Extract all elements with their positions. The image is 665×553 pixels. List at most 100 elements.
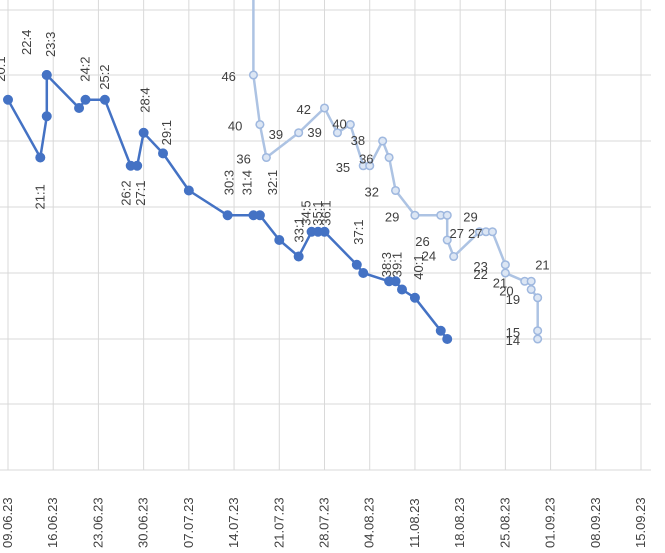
x-tick-label: 23.06.23 xyxy=(90,497,105,548)
data-point xyxy=(274,235,285,245)
x-tick-label: 21.07.23 xyxy=(271,497,286,548)
data-point xyxy=(409,292,420,303)
data-label: 19 xyxy=(506,292,520,307)
data-point xyxy=(500,268,510,278)
x-tick-label: 15.09.23 xyxy=(633,497,648,548)
series-layer xyxy=(3,0,543,344)
x-tick-label: 07.07.23 xyxy=(181,497,196,548)
data-point xyxy=(390,276,401,287)
data-label: 40 xyxy=(332,117,346,132)
data-label: 38:3 xyxy=(379,252,394,277)
data-label: 46 xyxy=(221,69,235,84)
x-tick-label: 28.07.23 xyxy=(317,497,332,548)
data-point xyxy=(3,94,13,105)
data-point xyxy=(526,276,536,286)
data-label: 23:3 xyxy=(43,32,58,57)
data-label: 20:1 xyxy=(0,56,8,81)
x-tick-label: 16.06.23 xyxy=(45,497,60,548)
data-point xyxy=(248,70,258,80)
data-point xyxy=(410,210,420,220)
data-point xyxy=(487,227,497,237)
data-label: 23 xyxy=(473,259,487,274)
x-tick-label: 08.09.23 xyxy=(588,497,603,548)
data-point xyxy=(319,226,330,237)
data-point xyxy=(319,103,330,113)
data-point xyxy=(442,210,452,220)
data-label: 35 xyxy=(336,160,350,175)
data-label: 34:5 xyxy=(299,200,314,225)
data-point xyxy=(254,210,265,221)
data-label: 22:4 xyxy=(19,30,34,55)
data-label: 36:1 xyxy=(319,200,334,225)
data-point xyxy=(384,152,394,163)
data-point xyxy=(35,152,46,163)
data-label: 22 xyxy=(473,267,487,282)
data-label: 20 xyxy=(499,284,513,299)
data-point xyxy=(345,119,355,130)
x-tick-labels: 09.06.23 16.06.23 23.06.23 30.06.23 07.07.23… xyxy=(0,497,648,548)
x-tick-label: 11.08.23 xyxy=(407,498,422,548)
data-label: 30:3 xyxy=(222,170,237,195)
data-point xyxy=(183,185,194,196)
data-point xyxy=(132,160,143,171)
data-point xyxy=(222,210,233,221)
grid-lines xyxy=(0,0,651,471)
data-point xyxy=(261,152,271,163)
data-point xyxy=(255,119,265,130)
data-point xyxy=(358,268,369,278)
data-label: 29 xyxy=(463,209,477,224)
data-label: 38 xyxy=(351,133,365,148)
data-label: 15 xyxy=(506,325,520,340)
data-label: 36 xyxy=(236,152,250,167)
data-point xyxy=(74,103,85,113)
x-tick-label: 14.07.23 xyxy=(226,497,241,548)
data-label: 40 xyxy=(228,119,242,134)
data-label: 39 xyxy=(269,127,283,142)
data-point xyxy=(533,293,543,303)
data-label: 29:1 xyxy=(159,120,174,145)
data-label: 29 xyxy=(385,209,399,224)
data-point xyxy=(391,185,401,196)
data-label: 37:1 xyxy=(351,219,366,244)
data-label: 27:1 xyxy=(133,180,148,205)
data-point xyxy=(500,260,510,270)
data-label: 27 xyxy=(468,226,482,241)
x-tick-label: 09.06.23 xyxy=(0,497,15,548)
data-point xyxy=(294,128,304,138)
data-point xyxy=(533,326,543,336)
x-tick-label: 30.06.23 xyxy=(136,497,151,548)
data-point xyxy=(293,251,304,262)
data-point xyxy=(158,148,169,159)
data-label: 39:1 xyxy=(390,252,405,277)
data-label: 14 xyxy=(506,333,520,348)
data-point xyxy=(435,325,446,336)
data-label: 36 xyxy=(359,152,373,167)
data-label: 26:2 xyxy=(119,180,134,205)
data-label: 26 xyxy=(415,234,429,249)
data-label: 32:1 xyxy=(265,170,280,195)
data-label: 28:4 xyxy=(138,87,153,112)
data-label: 21 xyxy=(493,275,507,290)
data-labels: 20:1 21:1 22:4 23:3 24:2 25:2 26:2 27:1 28:4 29:1… xyxy=(0,30,550,348)
data-point xyxy=(80,94,91,105)
data-point xyxy=(449,251,459,262)
data-point xyxy=(138,127,149,138)
data-point xyxy=(351,259,362,270)
data-label: 40:1 xyxy=(411,254,426,279)
data-label: 31:4 xyxy=(239,170,254,195)
x-tick-label: 25.08.23 xyxy=(497,497,512,548)
data-label: 32 xyxy=(365,185,379,200)
data-label: 42 xyxy=(297,102,311,117)
data-label: 35:1 xyxy=(310,200,325,225)
data-point xyxy=(332,128,342,138)
data-label: 21:1 xyxy=(32,184,47,209)
data-point xyxy=(41,70,52,80)
data-point xyxy=(99,94,110,105)
data-label: 33:1 xyxy=(292,217,307,242)
data-label: 27 xyxy=(450,226,464,241)
data-point xyxy=(526,284,536,295)
data-point xyxy=(533,334,543,344)
data-label: 24:2 xyxy=(78,56,93,81)
x-tick-label: 04.08.23 xyxy=(362,497,377,548)
